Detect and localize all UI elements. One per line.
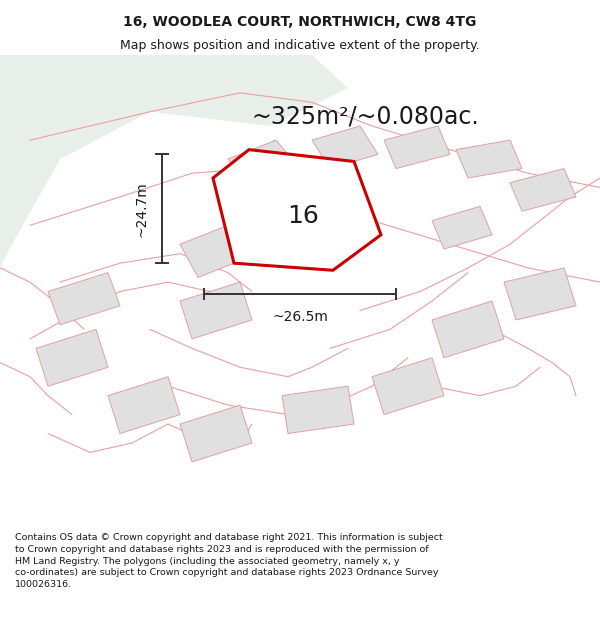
Text: ~26.5m: ~26.5m	[272, 311, 328, 324]
Text: ~325m²/~0.080ac.: ~325m²/~0.080ac.	[252, 104, 480, 129]
Polygon shape	[180, 221, 258, 278]
Polygon shape	[510, 169, 576, 211]
Text: ~24.7m: ~24.7m	[135, 181, 149, 237]
Text: 16: 16	[287, 204, 319, 228]
Polygon shape	[432, 206, 492, 249]
Polygon shape	[456, 140, 522, 178]
Polygon shape	[180, 282, 252, 339]
Polygon shape	[180, 405, 252, 462]
Polygon shape	[213, 149, 381, 270]
Polygon shape	[432, 301, 504, 358]
Polygon shape	[36, 329, 108, 386]
Text: 16, WOODLEA COURT, NORTHWICH, CW8 4TG: 16, WOODLEA COURT, NORTHWICH, CW8 4TG	[124, 16, 476, 29]
Polygon shape	[228, 140, 300, 188]
Polygon shape	[108, 377, 180, 434]
Polygon shape	[504, 268, 576, 320]
Polygon shape	[372, 357, 444, 414]
Polygon shape	[312, 126, 378, 169]
Polygon shape	[48, 272, 120, 324]
Polygon shape	[0, 55, 348, 268]
Polygon shape	[282, 386, 354, 434]
Text: Contains OS data © Crown copyright and database right 2021. This information is : Contains OS data © Crown copyright and d…	[15, 533, 443, 589]
Polygon shape	[384, 126, 450, 169]
Text: Map shows position and indicative extent of the property.: Map shows position and indicative extent…	[120, 39, 480, 51]
